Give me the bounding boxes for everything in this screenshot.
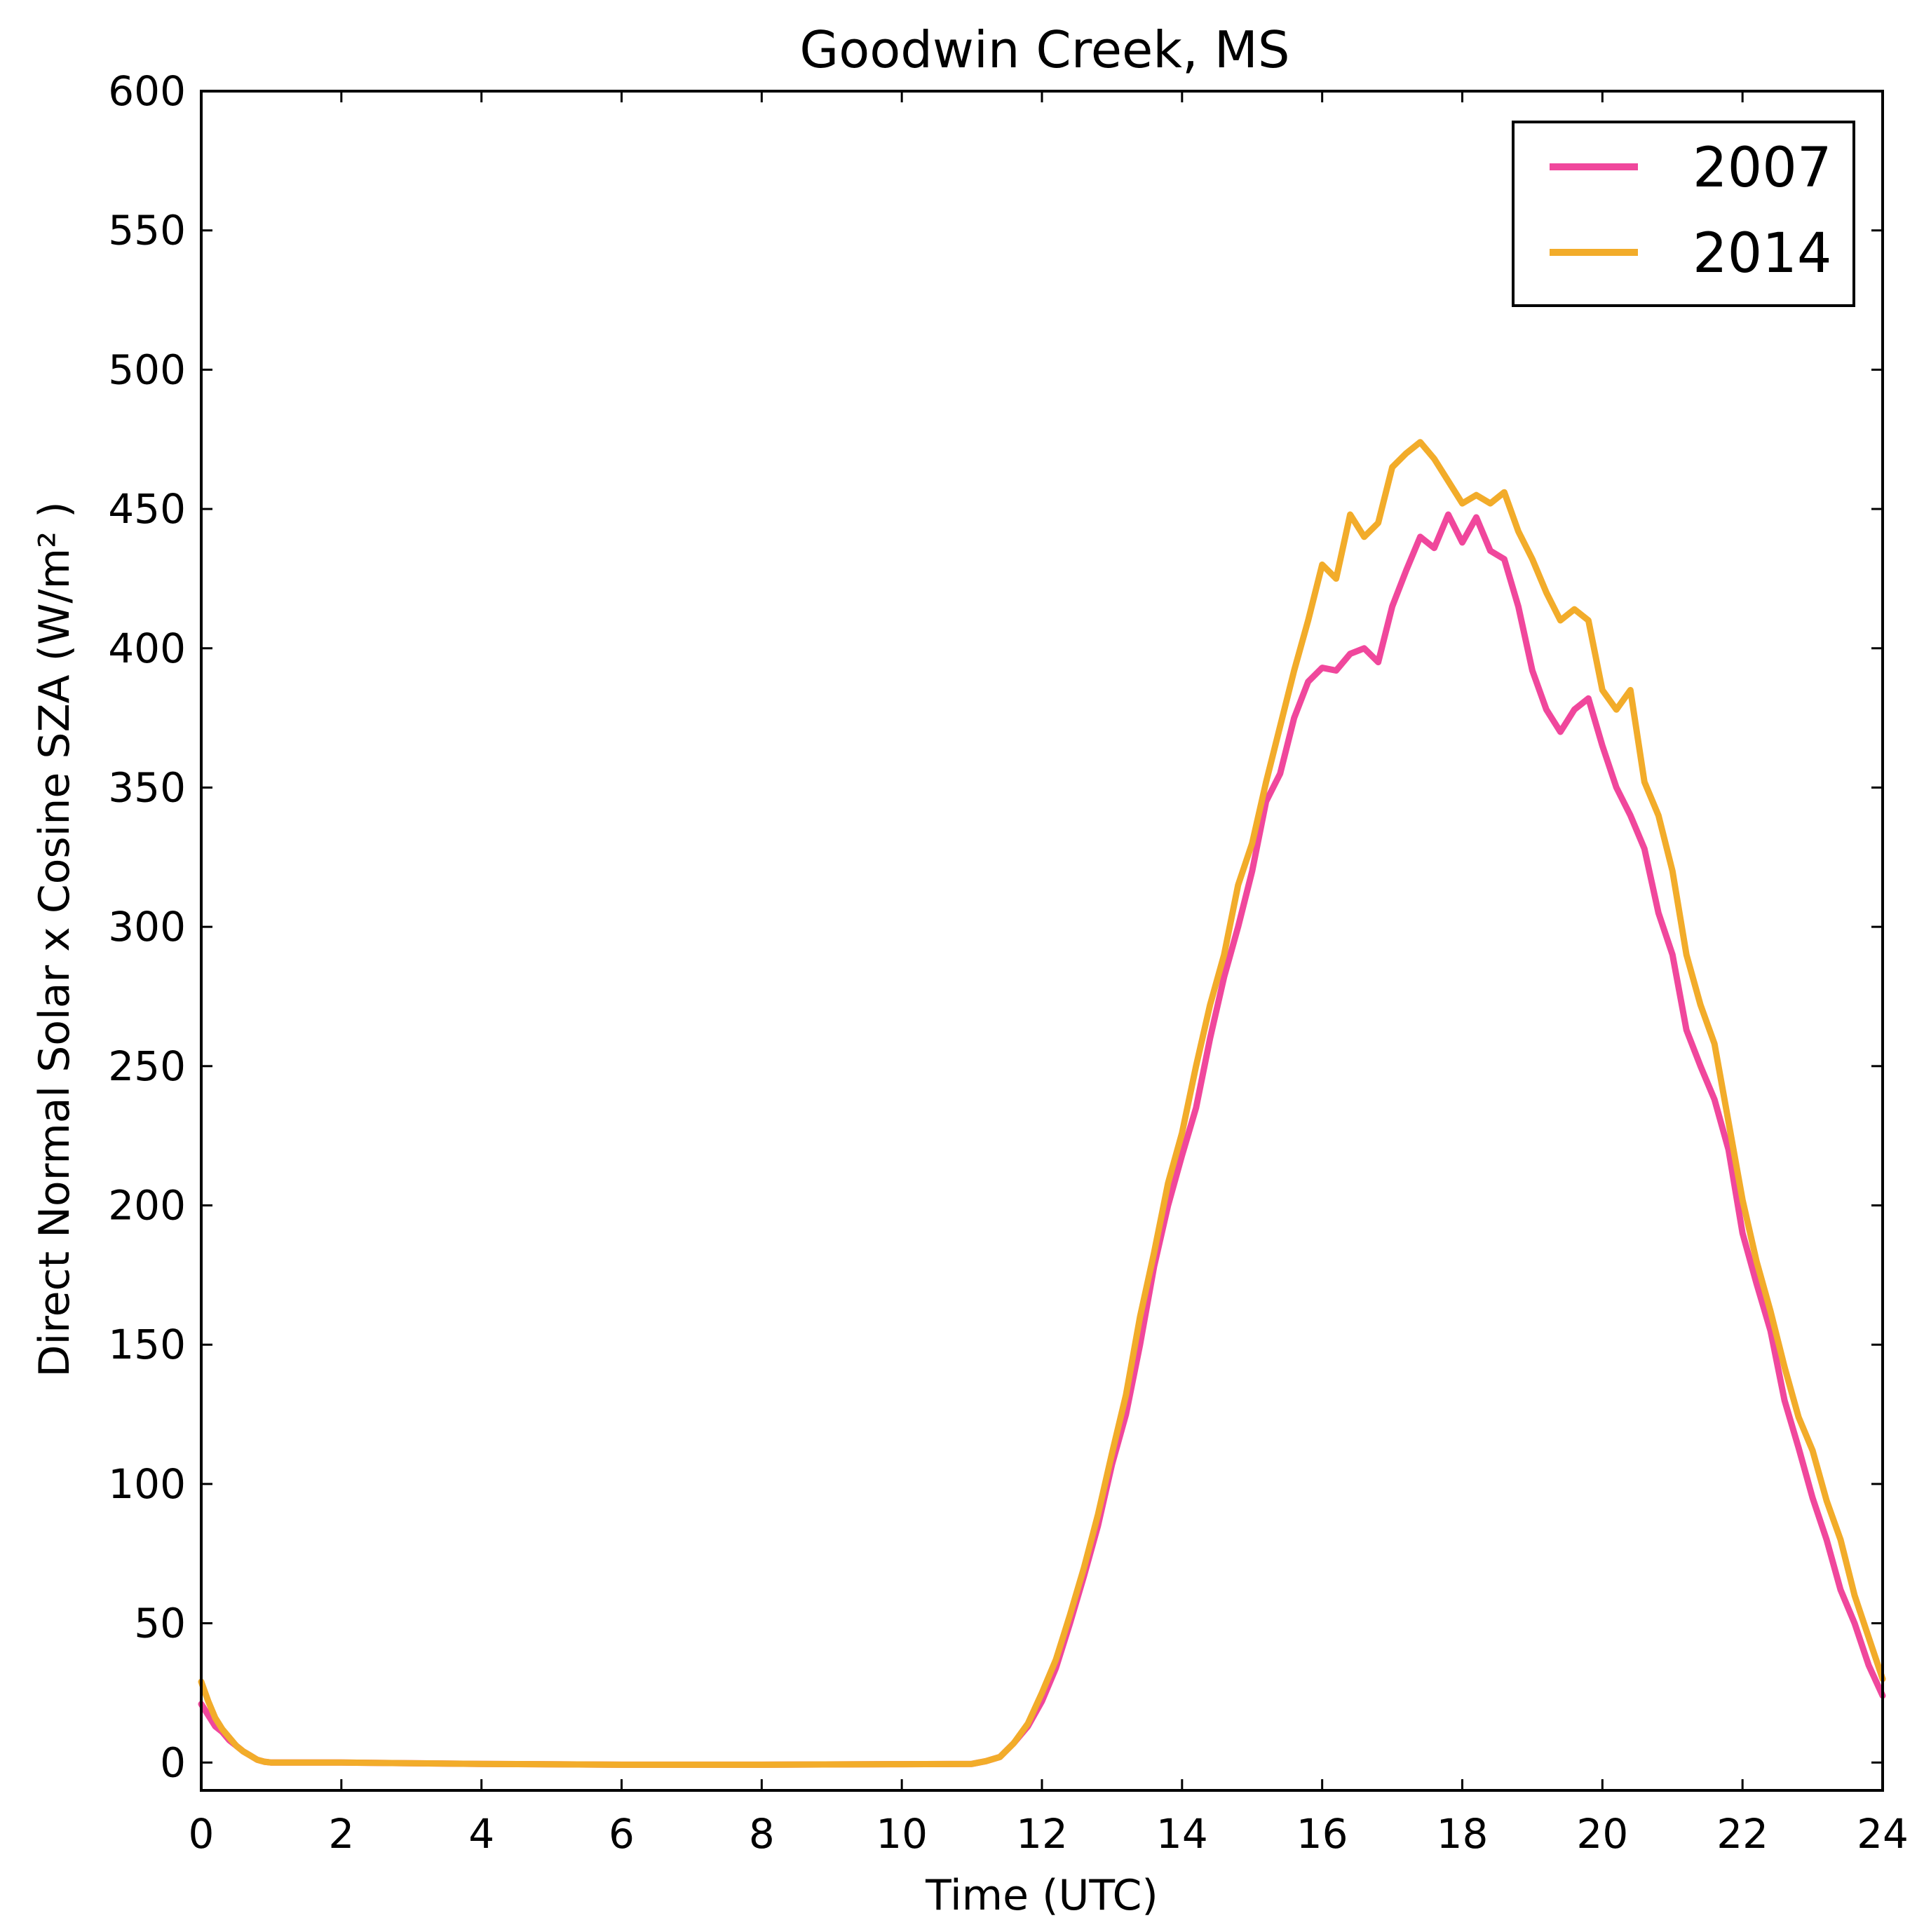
series-line-2014 bbox=[198, 439, 1886, 1768]
plot-series bbox=[198, 439, 1886, 1768]
x-tick-label: 8 bbox=[749, 1810, 775, 1858]
legend-label-2014: 2014 bbox=[1693, 222, 1832, 285]
x-axis: 0 2 4 6 8 10 12 14 16 18 20 22 24 bbox=[189, 91, 1909, 1858]
x-tick-label: 20 bbox=[1576, 1810, 1628, 1858]
x-axis-title: Time (UTC) bbox=[925, 1871, 1158, 1920]
x-tick-label: 14 bbox=[1156, 1810, 1208, 1858]
plot-frame bbox=[200, 90, 1884, 1792]
y-tick-label: 400 bbox=[108, 625, 186, 672]
y-axis-title: Direct Normal Solar x Cosine SZA (W/m² ) bbox=[30, 501, 79, 1377]
y-tick-label: 600 bbox=[108, 67, 186, 115]
x-tick-label: 16 bbox=[1296, 1810, 1348, 1858]
y-tick-label: 350 bbox=[108, 763, 186, 811]
legend: 2007 2014 bbox=[1512, 121, 1855, 307]
y-tick-label: 550 bbox=[108, 207, 186, 254]
x-tick-label: 12 bbox=[1016, 1810, 1068, 1858]
x-tick-label: 4 bbox=[468, 1810, 494, 1858]
y-tick-label: 250 bbox=[108, 1042, 186, 1090]
y-tick-label: 100 bbox=[108, 1460, 186, 1508]
y-tick-label: 300 bbox=[108, 903, 186, 951]
x-tick-label: 22 bbox=[1716, 1810, 1768, 1858]
y-axis: 0 50 100 150 200 250 300 350 400 450 500 550 600 bbox=[108, 67, 1883, 1786]
x-tick-label: 2 bbox=[328, 1810, 354, 1858]
y-tick-label: 150 bbox=[108, 1321, 186, 1368]
x-tick-label: 18 bbox=[1437, 1810, 1489, 1858]
x-tick-label: 24 bbox=[1857, 1810, 1909, 1858]
y-tick-label: 500 bbox=[108, 346, 186, 393]
legend-label-2007: 2007 bbox=[1693, 137, 1832, 200]
legend-box bbox=[1512, 121, 1855, 307]
y-tick-label: 0 bbox=[160, 1739, 186, 1786]
x-tick-label: 10 bbox=[876, 1810, 928, 1858]
y-tick-label: 50 bbox=[134, 1600, 186, 1647]
x-tick-label: 6 bbox=[609, 1810, 635, 1858]
y-tick-label: 450 bbox=[108, 485, 186, 533]
chart-title: Goodwin Creek, MS bbox=[799, 20, 1289, 79]
y-tick-label: 200 bbox=[108, 1182, 186, 1230]
x-tick-label: 0 bbox=[189, 1810, 215, 1858]
